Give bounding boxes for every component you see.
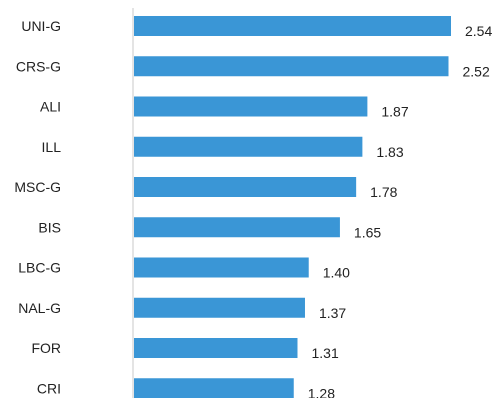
bars-layer	[134, 16, 451, 399]
category-label-for: FOR	[31, 340, 61, 356]
category-label-bis: BIS	[38, 219, 61, 235]
category-label-msc-g: MSC-G	[14, 179, 61, 195]
bar-cri	[134, 378, 294, 399]
value-label-uni-g: 2.54	[465, 23, 492, 39]
bar-bis	[134, 217, 340, 238]
bar-crs-g	[134, 56, 449, 77]
value-label-ali: 1.87	[381, 104, 408, 120]
category-label-nal-g: NAL-G	[18, 300, 61, 316]
category-label-uni-g: UNI-G	[21, 18, 61, 34]
category-label-ill: ILL	[42, 139, 62, 155]
value-label-bis: 1.65	[354, 224, 381, 240]
bar-uni-g	[134, 16, 451, 36]
bar-nal-g	[134, 297, 305, 318]
category-label-lbc-g: LBC-G	[18, 260, 61, 276]
value-label-lbc-g: 1.40	[323, 265, 350, 281]
bar-lbc-g	[134, 257, 309, 278]
category-label-crs-g: CRS-G	[16, 58, 61, 74]
value-label-nal-g: 1.37	[319, 305, 346, 321]
bar-msc-g	[134, 177, 357, 197]
value-labels-layer: 2.54 2.52 1.87 1.83 1.78 1.65 1.40 1.37 1.31 1.28	[308, 23, 493, 401]
value-label-cri: 1.28	[308, 385, 335, 398]
bar-ill	[134, 136, 363, 157]
bar-for	[134, 338, 298, 358]
value-label-msc-g: 1.78	[370, 184, 397, 200]
value-label-ill: 1.83	[376, 144, 403, 160]
category-labels-layer: UNI-G CRS-G ALI ILL MSC-G BIS LBC-G NAL-G FOR CRI	[14, 18, 61, 396]
bar-ali	[134, 96, 368, 117]
category-label-ali: ALI	[40, 99, 61, 115]
category-label-cri: CRI	[37, 380, 61, 396]
value-label-for: 1.31	[311, 345, 338, 361]
value-label-crs-g: 2.52	[463, 63, 490, 79]
